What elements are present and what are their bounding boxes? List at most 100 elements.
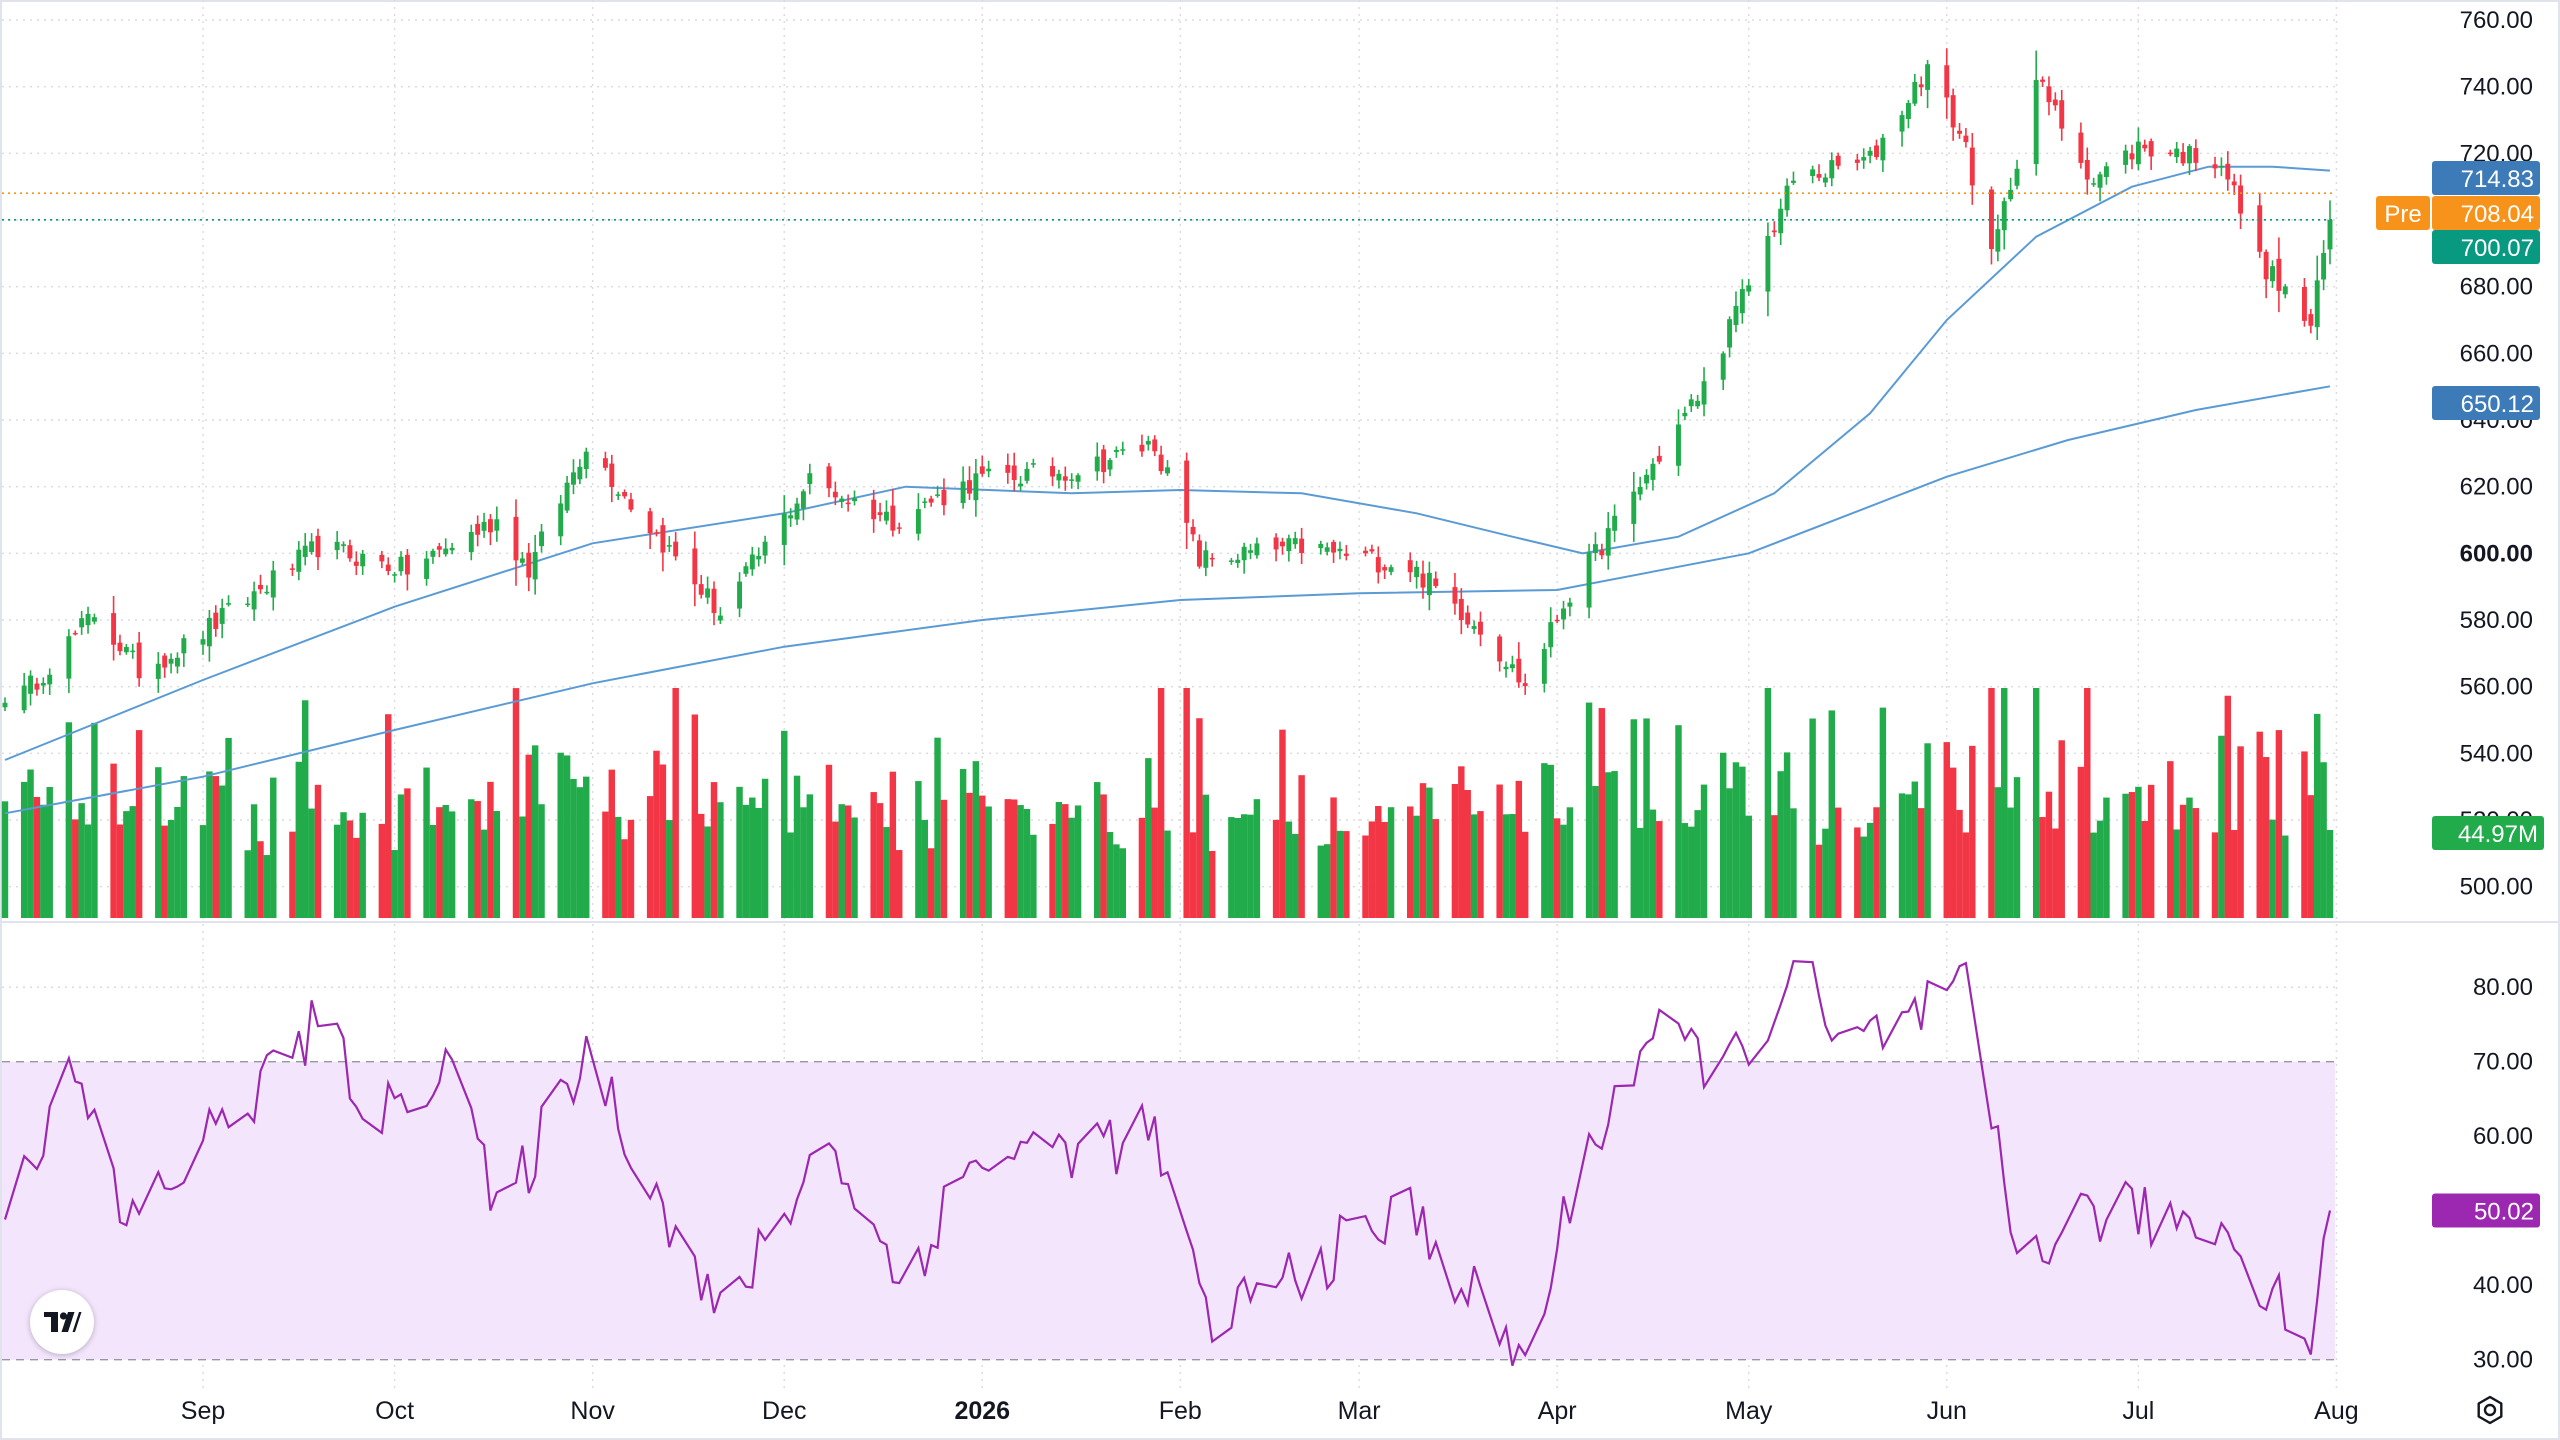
candle-body — [47, 674, 53, 685]
volume-bar — [2103, 797, 2110, 918]
volume-bar — [1049, 823, 1056, 918]
candle-body — [896, 527, 902, 529]
candle-body — [883, 511, 889, 521]
volume-bar — [921, 819, 928, 918]
volume-bar — [934, 737, 941, 918]
volume-bar — [940, 799, 948, 918]
volume-bar — [78, 803, 85, 918]
candle-body — [647, 511, 653, 534]
tradingview-logo-icon — [44, 1312, 82, 1332]
candle-body — [807, 473, 813, 484]
time-tick-label: Dec — [762, 1397, 806, 1425]
candle-body — [1701, 381, 1707, 405]
volume-bar — [2192, 808, 2200, 918]
volume-bar — [800, 807, 807, 918]
ma-long-label-text: 650.12 — [2461, 391, 2534, 418]
candle-body — [832, 491, 838, 498]
price-tick-label: 760.00 — [2460, 7, 2533, 34]
volume-bar — [1956, 809, 1963, 918]
candle-body — [1062, 476, 1068, 481]
settings-gear-button[interactable] — [2470, 1390, 2510, 1430]
candle-body — [1184, 460, 1190, 523]
volume-bar — [397, 794, 405, 918]
rsi-value-label-bg — [2432, 1193, 2540, 1228]
candle-body — [270, 570, 276, 598]
volume-bar — [1272, 819, 1280, 918]
candle-body — [315, 535, 321, 558]
volume-bar — [2269, 819, 2276, 918]
volume-bar — [1873, 807, 1880, 918]
candle-body — [174, 657, 180, 667]
candle-body — [1030, 463, 1036, 465]
volume-bar — [736, 786, 743, 918]
candle-body — [385, 564, 391, 572]
volume-bar — [1681, 823, 1689, 918]
volume-bar — [672, 688, 679, 918]
volume-bar — [1745, 815, 1752, 918]
candle-body — [1337, 548, 1343, 552]
tradingview-logo[interactable] — [30, 1290, 94, 1354]
volume-bar — [2173, 829, 2180, 918]
volume-bar — [915, 781, 922, 918]
candle-body — [1113, 449, 1119, 452]
volume-bar — [570, 778, 577, 918]
volume-bar — [129, 806, 136, 918]
volume-bar — [2237, 746, 2244, 918]
volume-bar — [2135, 786, 2142, 918]
volume-bar — [1521, 831, 1529, 918]
candle-body — [379, 554, 385, 562]
candle-body — [392, 574, 398, 576]
volume-bar — [2186, 797, 2193, 918]
volume-bar — [468, 799, 475, 918]
volume-bar — [1969, 745, 1976, 918]
volume-bar — [1949, 767, 1957, 918]
candle-body — [2135, 141, 2141, 165]
candle-body — [398, 556, 404, 572]
gear-icon — [2477, 1395, 2503, 1425]
volume-label: 44.97M — [2432, 816, 2544, 850]
time-axis[interactable]: Sep Oct Nov Dec 2026 Feb Mar Apr May Jun Jul Aug — [181, 1397, 2359, 1425]
candle-body — [922, 501, 928, 503]
candle-body — [2174, 148, 2180, 158]
volume-bar — [65, 722, 73, 918]
candle-body — [1586, 552, 1592, 608]
volume-bar — [583, 776, 590, 918]
candle-body — [2321, 252, 2327, 280]
volume-bar — [1298, 775, 1305, 918]
candle-body — [673, 541, 679, 557]
candle-body — [890, 505, 896, 531]
candle-body — [1631, 491, 1637, 524]
volume-bar — [1777, 771, 1784, 918]
volume-bar — [1592, 785, 1599, 918]
volume-bar — [180, 776, 188, 918]
volume-bar — [72, 819, 79, 918]
candle-body — [1458, 598, 1464, 621]
rsi-tick-label: 30.00 — [2473, 1347, 2533, 1374]
volume-bar — [2001, 688, 2008, 918]
volume-bar — [1879, 707, 1887, 918]
price-axis[interactable]: 760.00740.00720.00700.00680.00660.00640.… — [2460, 7, 2533, 901]
volume-bar — [2147, 784, 2155, 918]
volume-bar — [359, 812, 366, 918]
volume-bar — [1458, 766, 1465, 918]
volume-bar — [1994, 787, 2002, 918]
volume-bar — [1732, 762, 1740, 918]
moving-average-lines — [4, 165, 2331, 815]
volume-bar — [749, 797, 756, 918]
price-tick-label: 580.00 — [2460, 607, 2533, 634]
candle-body — [788, 515, 794, 519]
volume-bar — [1598, 708, 1606, 918]
candle-body — [1509, 664, 1515, 669]
volume-bar — [2007, 807, 2014, 918]
volume-bar — [889, 771, 897, 918]
volume-bar — [225, 737, 232, 918]
volume-bar — [135, 730, 143, 918]
candle-body — [1612, 515, 1618, 531]
volume-bar — [1560, 824, 1567, 918]
candle-body — [443, 548, 449, 555]
candle-body — [711, 588, 717, 614]
volume-bar — [959, 769, 967, 918]
volume-bar — [1834, 807, 1842, 918]
